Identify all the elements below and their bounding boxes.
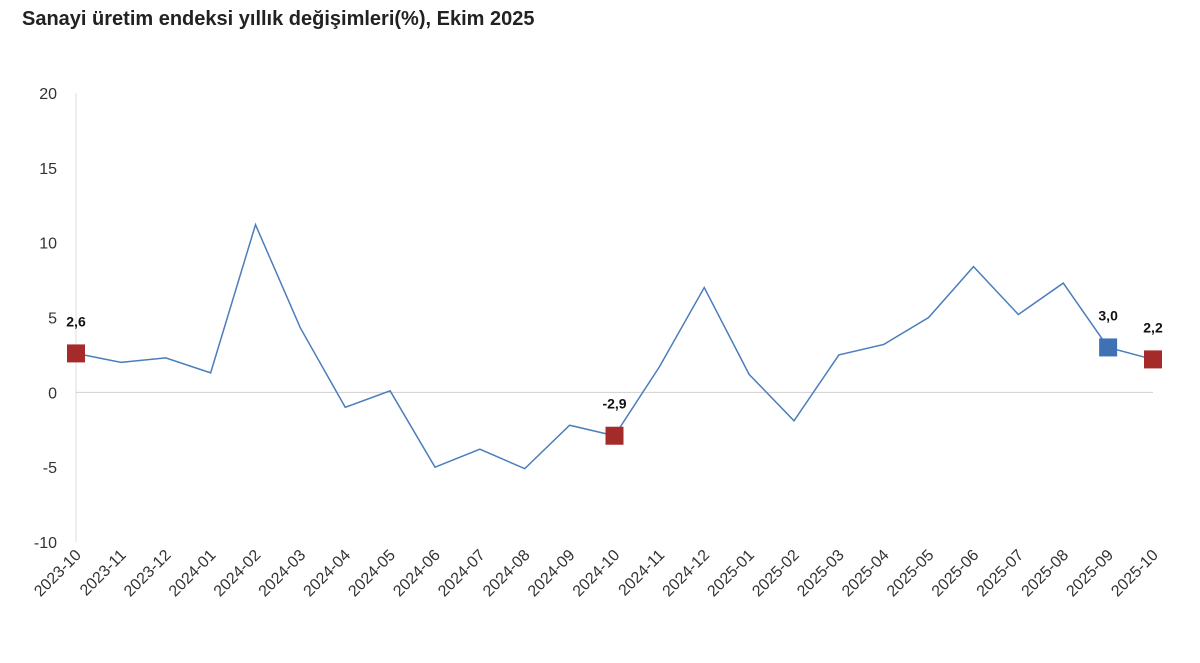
x-tick-label: 2024-02 (211, 547, 265, 601)
x-tick-label: 2024-05 (345, 547, 399, 601)
x-tick-label: 2023-10 (31, 547, 85, 601)
data-label: 3,0 (1098, 307, 1118, 323)
chart-title: Sanayi üretim endeksi yıllık değişimleri… (22, 8, 535, 30)
x-tick-label: 2025-10 (1108, 547, 1162, 601)
x-tick-label: 2024-01 (166, 547, 220, 601)
data-point-marker (67, 344, 85, 363)
x-tick-label: 2025-09 (1063, 547, 1117, 601)
x-tick-label: 2025-08 (1019, 547, 1073, 601)
x-tick-label: 2025-04 (839, 547, 893, 601)
x-tick-label: 2023-11 (77, 547, 130, 600)
y-tick-label: 10 (39, 236, 57, 253)
x-tick-label: 2025-05 (884, 547, 938, 601)
x-tick-label: 2023-12 (121, 547, 175, 601)
x-tick-label: 2024-11 (616, 547, 669, 600)
x-tick-label: 2024-06 (390, 547, 444, 601)
data-point-marker (605, 426, 624, 445)
data-label: -2,9 (602, 396, 626, 412)
y-tick-label: 5 (48, 311, 57, 328)
x-tick-label: 2024-04 (301, 547, 355, 601)
x-tick-label: 2024-08 (480, 547, 534, 601)
x-tick-label: 2025-07 (974, 547, 1028, 601)
data-label: 2,6 (66, 313, 86, 329)
x-tick-label: 2024-10 (570, 547, 624, 601)
data-point-marker (1099, 338, 1118, 357)
y-tick-label: -10 (34, 535, 57, 552)
x-tick-label: 2024-12 (660, 547, 714, 601)
y-tick-label: 0 (48, 385, 57, 402)
x-tick-label: 2025-01 (704, 547, 758, 601)
x-tick-label: 2024-03 (256, 547, 310, 601)
y-tick-label: -5 (43, 460, 57, 477)
data-label: 2,2 (1143, 319, 1163, 335)
x-tick-label: 2025-02 (749, 547, 803, 601)
y-tick-label: 20 (39, 86, 57, 103)
y-tick-label: 15 (39, 161, 57, 178)
x-tick-label: 2025-03 (794, 547, 848, 601)
data-point-marker (1144, 350, 1162, 369)
x-tick-label: 2024-09 (525, 547, 579, 601)
x-tick-label: 2025-06 (929, 547, 983, 601)
x-tick-label: 2024-07 (435, 547, 489, 601)
